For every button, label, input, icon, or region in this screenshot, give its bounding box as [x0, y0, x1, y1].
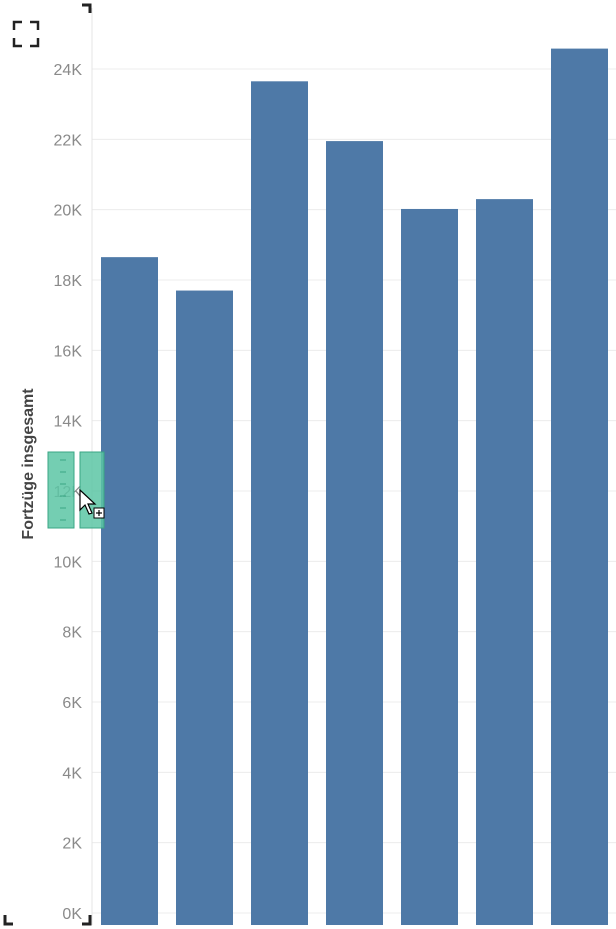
frame-corner-top-right — [82, 3, 92, 13]
drag-handle-icon[interactable] — [47, 451, 105, 529]
y-tick-label: 0K — [62, 906, 82, 923]
y-tick-label: 20K — [54, 203, 83, 220]
y-tick-label: 8K — [62, 625, 82, 642]
bar[interactable] — [101, 257, 158, 925]
fullscreen-icon[interactable] — [12, 20, 40, 48]
y-axis-title: Fortzüge insgesamt — [20, 388, 37, 540]
bar[interactable] — [551, 48, 608, 925]
y-tick-label: 10K — [54, 554, 83, 571]
y-tick-label: 14K — [54, 414, 83, 431]
y-tick-label: 6K — [62, 695, 82, 712]
bar[interactable] — [476, 199, 533, 925]
bar[interactable] — [251, 81, 308, 925]
y-tick-label: 18K — [54, 273, 83, 290]
y-tick-label: 4K — [62, 765, 82, 782]
bar[interactable] — [401, 208, 458, 926]
bar[interactable] — [176, 290, 233, 925]
y-tick-label: 24K — [54, 62, 83, 79]
y-tick-label: 2K — [62, 836, 82, 853]
y-axis-ticks: 0K2K4K6K8K10K12K14K16K18K20K22K24K — [54, 62, 83, 923]
cursor-add-icon — [79, 488, 105, 519]
frame-corner-bottom-left — [3, 915, 13, 926]
bar[interactable] — [326, 141, 383, 925]
frame-corner-bottom-right — [82, 915, 92, 926]
bars — [101, 48, 608, 926]
y-tick-label: 22K — [54, 132, 83, 149]
y-tick-label: 16K — [54, 343, 83, 360]
